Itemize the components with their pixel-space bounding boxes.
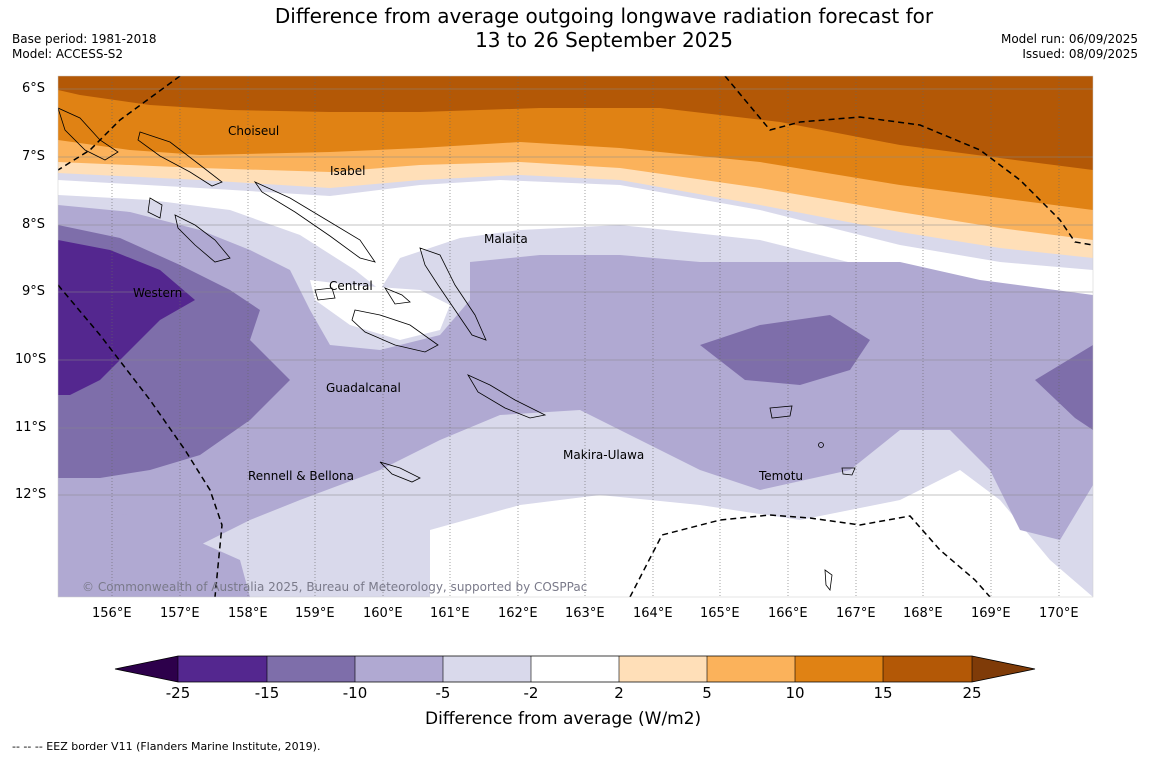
colorbar-tick-minus15: -15 xyxy=(254,684,280,702)
title-line-2: 13 to 26 September 2025 xyxy=(475,28,733,52)
colorbar-over-arrow xyxy=(972,656,1035,682)
lon-label-164e: 164°E xyxy=(633,606,673,621)
map-frame xyxy=(57,75,1094,598)
rennell-island xyxy=(379,461,421,483)
lat-label-12s: 12°S xyxy=(15,487,47,502)
lat-label-10s: 10°S xyxy=(15,352,47,367)
field-minus5-to-minus10 xyxy=(58,205,1093,585)
lon-label-156e: 156°E xyxy=(92,606,132,621)
colorbar-segment-3 xyxy=(355,656,443,682)
lon-label-170e: 170°E xyxy=(1039,606,1079,621)
label-choiseul: Choiseul xyxy=(228,124,279,138)
label-rennell-bellona: Rennell & Bellona xyxy=(248,469,354,483)
nendo-island xyxy=(769,405,793,419)
colorbar-segment-9 xyxy=(883,656,972,682)
label-isabel: Isabel xyxy=(330,164,365,178)
label-makira-ulawa: Makira-Ulawa xyxy=(563,448,644,462)
colorbar-tick-minus10: -10 xyxy=(342,684,368,702)
copyright-notice: © Commonwealth of Australia 2025, Bureau… xyxy=(82,580,588,594)
colorbar xyxy=(114,655,1036,683)
colorbar-tick-minus5: -5 xyxy=(435,684,451,702)
malaita-island xyxy=(419,247,487,341)
map-title: Difference from average outgoing longwav… xyxy=(0,4,1150,52)
makira-island xyxy=(467,374,547,419)
russell-island xyxy=(314,287,336,301)
lat-label-7s: 7°S xyxy=(22,149,46,164)
lon-label-168e: 168°E xyxy=(903,606,943,621)
issued-date: Issued: 08/09/2025 xyxy=(1022,47,1138,61)
colorbar-under-arrow xyxy=(115,656,178,682)
colorbar-segment-7 xyxy=(707,656,795,682)
colorbar-tick-minus2: -2 xyxy=(523,684,539,702)
model-name: Model: ACCESS-S2 xyxy=(12,47,124,61)
colorbar-segment-5 xyxy=(531,656,619,682)
colorbar-title: Difference from average (W/m2) xyxy=(425,709,702,729)
colorbar-segment-4 xyxy=(443,656,531,682)
lat-label-8s: 8°S xyxy=(22,217,46,232)
latitude-gridlines xyxy=(58,88,1093,496)
anuta-island xyxy=(818,442,824,448)
meta-right: Model run: 06/09/2025 Issued: 08/09/2025 xyxy=(1001,32,1138,62)
field-plus15-to-plus25 xyxy=(58,76,1093,170)
colorbar-segment-8 xyxy=(795,656,883,682)
nggela-island xyxy=(384,287,411,305)
lat-label-6s: 6°S xyxy=(22,81,46,96)
base-period: Base period: 1981-2018 xyxy=(12,32,157,46)
label-guadalcanal: Guadalcanal xyxy=(326,381,401,395)
field-minus5-to-minus10-sw xyxy=(58,500,250,597)
isabel-island xyxy=(253,181,376,263)
colorbar-dividers xyxy=(177,656,973,682)
tikopia-island xyxy=(841,467,856,476)
label-central: Central xyxy=(329,279,373,293)
colorbar-tick-2: 2 xyxy=(614,684,624,702)
lon-label-167e: 167°E xyxy=(836,606,876,621)
field-minus15-to-minus25 xyxy=(58,240,195,395)
model-run: Model run: 06/09/2025 xyxy=(1000,32,1138,46)
lon-label-158e: 158°E xyxy=(228,606,268,621)
eez-footnote: -- -- -- EEZ border V11 (Flanders Marine… xyxy=(12,740,321,753)
lat-label-11s: 11°S xyxy=(15,420,47,435)
island-outlines xyxy=(58,107,856,591)
lon-label-169e: 169°E xyxy=(971,606,1011,621)
field-minus10-to-minus15-far-east xyxy=(1035,345,1093,430)
lon-label-157e: 157°E xyxy=(160,606,200,621)
guadalcanal-island xyxy=(351,309,439,353)
vella-lavella-island xyxy=(147,197,163,219)
lat-label-9s: 9°S xyxy=(22,284,46,299)
lon-label-159e: 159°E xyxy=(295,606,335,621)
field-near-zero-south xyxy=(430,470,1093,597)
lon-label-163e: 163°E xyxy=(565,606,605,621)
bougainville-island xyxy=(58,107,119,161)
colorbar-tick-15: 15 xyxy=(873,684,893,702)
vanuatu-banks-island xyxy=(824,569,833,591)
colorbar-tick-10: 10 xyxy=(785,684,805,702)
field-near-zero-patch xyxy=(310,280,450,340)
title-line-1: Difference from average outgoing longwav… xyxy=(274,4,934,28)
colorbar-tick-25: 25 xyxy=(962,684,982,702)
eez-borders xyxy=(58,76,1093,597)
lon-label-162e: 162°E xyxy=(498,606,538,621)
colorbar-segment-1 xyxy=(178,656,267,682)
new-georgia-island xyxy=(174,214,231,263)
meta-left: Base period: 1981-2018 Model: ACCESS-S2 xyxy=(12,32,157,62)
label-temotu: Temotu xyxy=(758,469,803,483)
field-near-zero xyxy=(58,180,1093,300)
field-minus10-to-minus15-east xyxy=(700,315,870,385)
map-area: Choiseul Isabel Malaita Western Central … xyxy=(58,76,1093,597)
lon-label-166e: 166°E xyxy=(768,606,808,621)
choiseul-island xyxy=(137,131,223,187)
colorbar-tick-minus25: -25 xyxy=(165,684,191,702)
colorbar-segment-2 xyxy=(267,656,355,682)
colorbar-segment-6 xyxy=(619,656,707,682)
label-malaita: Malaita xyxy=(484,232,528,246)
label-western: Western xyxy=(133,286,182,300)
lon-label-161e: 161°E xyxy=(430,606,470,621)
colorbar-tick-5: 5 xyxy=(702,684,712,702)
lon-label-165e: 165°E xyxy=(700,606,740,621)
lon-label-160e: 160°E xyxy=(363,606,403,621)
